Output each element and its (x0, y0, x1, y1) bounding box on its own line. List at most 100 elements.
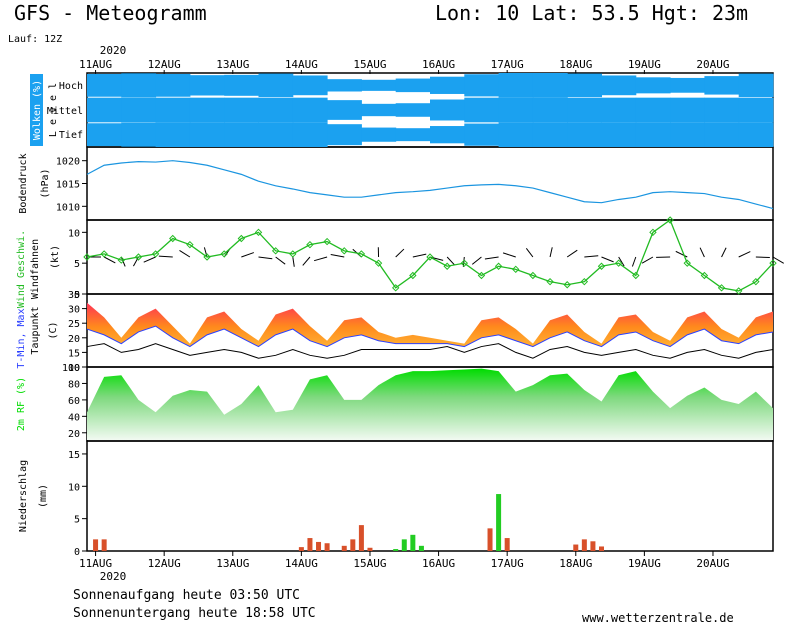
cloud-cell-tief (704, 122, 740, 147)
level-label-mittel: Mittel (47, 106, 83, 117)
cloud-cell-mittel (395, 103, 431, 117)
cloud-cell-tief (464, 123, 500, 146)
wind-barb (179, 250, 191, 258)
wind-barb (502, 252, 516, 258)
pressure-label: Bodendruck (18, 153, 29, 213)
tmin-line (86, 325, 774, 348)
run-label: Lauf: 12Z (8, 34, 62, 45)
pressure-chart: 1010 1015 1020 (56, 157, 774, 213)
cloud-cell-hoch (121, 73, 157, 98)
day-axis-bottom: 11AUG 12AUG 13AUG 14AUG 15AUG 16AUG 17AUG 18AUG… (79, 551, 730, 570)
temp-tick-label: 15 (68, 348, 80, 359)
precip-bar (367, 547, 373, 551)
wind-barb (525, 248, 534, 258)
cloud-cell-hoch (87, 73, 122, 97)
day-axis-top: 11AUG 12AUG 13AUG 14AUG 15AUG 16AUG 17AUG 18AUG… (79, 58, 730, 75)
day-label-top: 14AUG (285, 58, 318, 71)
precip-bar (101, 539, 107, 551)
cloud-cell-hoch (292, 75, 328, 96)
wind-speed-point (597, 262, 606, 270)
wind-barb (738, 251, 751, 258)
wind-speed-point (460, 259, 469, 267)
temperature-chart: 10 15 20 25 30 35 (68, 290, 774, 374)
wind-speed-label: Wind Geschwi. (16, 230, 27, 308)
cloud-cell-tief (189, 122, 225, 147)
wind-speed-point (512, 265, 520, 274)
wind-speed-point (649, 228, 657, 237)
cloud-cell-mittel (87, 97, 122, 123)
cloud-cell-mittel (224, 97, 259, 123)
temp-label-group: T-Min, Max (16, 308, 27, 368)
rh-tick-label: 40 (68, 412, 80, 423)
cloud-cell-hoch (498, 73, 534, 98)
precip-label-group: Niederschlag (18, 460, 29, 532)
wind-barb (330, 253, 345, 258)
wind-barb (601, 256, 614, 263)
cloud-cell-mittel (738, 97, 774, 123)
wind-barb (203, 247, 208, 258)
rh-label: 2m RF (%) (16, 377, 27, 431)
wind-speed-point (409, 271, 417, 280)
temp-tick-label: 30 (68, 305, 80, 316)
wind-speed-point (529, 271, 537, 280)
precip-tick-label: 10 (68, 482, 80, 493)
precip-bar (316, 541, 322, 551)
pressure-tick-label: 1010 (56, 202, 80, 213)
cloud-cell-hoch (395, 78, 431, 93)
temp-tick-label: 10 (68, 363, 80, 374)
precip-bar (350, 539, 356, 551)
precip-bar (307, 538, 313, 551)
precip-units: (mm) (38, 484, 49, 508)
tminmax-label: T-Min, Max (16, 308, 27, 368)
year-bottom-label: 2020 (100, 570, 127, 583)
wind-speed-point (477, 271, 486, 280)
wind-barb (412, 253, 427, 258)
cloud-cell-tief (670, 122, 705, 147)
wind-speed-line (86, 218, 774, 292)
wind-speed-point (323, 237, 331, 246)
pressure-panel-frame (86, 146, 774, 221)
cloud-cell-tief (224, 122, 259, 147)
sunset-text: Sonnenuntergang heute 18:58 UTC (73, 606, 316, 621)
wind-units-group: (kt) (50, 245, 61, 269)
day-label-bottom: 12AUG (148, 557, 181, 570)
wind-barb (484, 256, 499, 260)
cloud-cell-tief (327, 124, 362, 146)
wolken-label-bg (30, 74, 43, 146)
wind-barb (675, 250, 688, 258)
cloud-cell-mittel (567, 97, 602, 123)
cloud-cell-mittel (532, 97, 568, 123)
cloud-cell-mittel (635, 97, 671, 123)
day-label-top: 20AUG (696, 58, 729, 71)
website-text[interactable]: www.wetterzentrale.de (582, 611, 734, 625)
year-top-label: 2020 (100, 44, 127, 57)
sunrise-text: Sonnenaufgang heute 03:50 UTC (73, 588, 300, 603)
wind-speed-point (683, 259, 691, 267)
precip-bar (393, 549, 399, 551)
cloud-cell-hoch (430, 76, 465, 94)
cloud-cell-hoch (224, 74, 259, 96)
dew-label-group: Taupunkt (30, 306, 41, 354)
cloud-cell-hoch (464, 74, 500, 97)
wind-speed-point (734, 287, 743, 295)
wind-barb (699, 247, 705, 258)
cloud-cell-tief (498, 122, 534, 147)
location-text: Lon: 10 Lat: 53.5 Hgt: 23m (435, 1, 748, 25)
temp-range-area (87, 302, 773, 347)
wind-speed-point (752, 277, 760, 286)
wind-units: (kt) (50, 245, 61, 269)
day-label-bottom: 13AUG (216, 557, 249, 570)
precip-bar (599, 546, 604, 551)
day-label-bottom: 11AUG (79, 557, 112, 570)
cloud-cell-hoch (670, 77, 705, 93)
precip-tick-label: 15 (68, 450, 80, 461)
cloud-cell-tief (567, 122, 602, 147)
precip-chart: 0 5 10 15 (68, 450, 604, 558)
wind-speed-point (357, 250, 366, 258)
wind-speed-point (717, 284, 726, 292)
day-label-top: 13AUG (216, 58, 249, 71)
wind-tick-label: 10 (68, 228, 80, 239)
cloud-cell-mittel (601, 97, 637, 123)
cloud-cell-tief (258, 122, 294, 147)
